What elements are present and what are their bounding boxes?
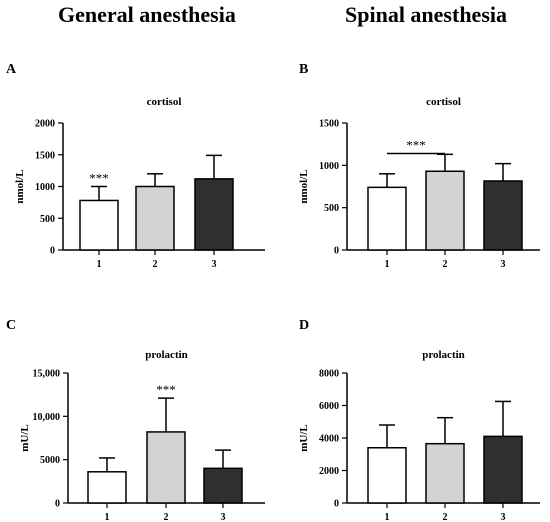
y-tick-label: 500 [324,203,339,214]
panel-letter-b: B [299,62,309,77]
bar-3 [483,180,523,251]
x-tick-label: 2 [443,512,448,522]
y-axis-label: nmol/L [298,169,310,203]
bar-2 [135,185,175,251]
x-tick-label: 3 [501,259,506,270]
bar-3 [203,467,243,504]
x-tick-label: 2 [164,512,169,522]
x-tick-label: 1 [97,259,102,270]
y-tick-label: 1500 [35,150,55,161]
y-tick-label: 2000 [319,466,339,477]
x-tick-label: 2 [443,259,448,270]
y-tick-label: 0 [334,246,339,257]
y-axis-label: nmol/L [14,169,26,203]
y-tick-label: 5000 [40,455,60,466]
x-tick-label: 1 [105,512,110,522]
y-tick-label: 10,000 [33,412,61,423]
y-tick-label: 8000 [319,369,339,380]
chart-title: cortisol [147,96,182,108]
y-tick-label: 1000 [319,161,339,172]
bar-3 [194,178,234,251]
significance-marker: *** [406,137,426,152]
chart-title: cortisol [426,96,461,108]
chart-d-prolactin-spinal: prolactin mU/L 0 2000 4000 6000 8000 1 2 3 [298,349,540,522]
y-tick-label: 4000 [319,434,339,445]
panel-letter-c: C [6,318,17,333]
y-tick-label: 0 [50,246,55,257]
x-tick-label: 3 [501,512,506,522]
bar-3 [483,435,523,504]
y-tick-label: 500 [40,214,55,225]
y-tick-label: 1500 [319,119,339,130]
significance-marker: *** [156,382,176,397]
chart-title: prolactin [145,349,188,361]
bar-1 [367,447,407,504]
bar-1 [79,199,119,251]
left-column-title: General anesthesia [58,2,236,27]
x-tick-label: 1 [385,259,390,270]
y-tick-label: 2000 [35,119,55,130]
y-axis-label: mU/L [19,424,31,452]
chart-title: prolactin [422,349,465,361]
panel-letter-d: D [299,318,310,333]
y-tick-label: 0 [55,499,60,510]
bar-1 [367,186,407,251]
y-axis-label: mU/L [298,424,310,452]
chart-a-cortisol-general: cortisol nmol/L 0 500 1000 1500 2000 1 2 3 *** [14,96,265,270]
significance-marker: *** [89,171,109,186]
y-tick-label: 6000 [319,401,339,412]
bar-2 [425,442,465,504]
right-column-title: Spinal anesthesia [345,2,507,27]
bar-2 [146,431,186,504]
x-tick-label: 2 [153,259,158,270]
chart-c-prolactin-general: prolactin mU/L 0 5000 10,000 15,000 1 2 3 *** [19,349,265,522]
chart-b-cortisol-spinal: cortisol nmol/L 0 500 1000 1500 1 2 3 *** [298,96,540,270]
x-tick-label: 3 [221,512,226,522]
bar-2 [425,170,465,251]
y-tick-label: 15,000 [33,369,61,380]
y-tick-label: 1000 [35,182,55,193]
panel-letter-a: A [6,62,17,77]
x-tick-label: 1 [385,512,390,522]
y-tick-label: 0 [334,499,339,510]
x-tick-label: 3 [212,259,217,270]
bar-1 [87,471,127,504]
